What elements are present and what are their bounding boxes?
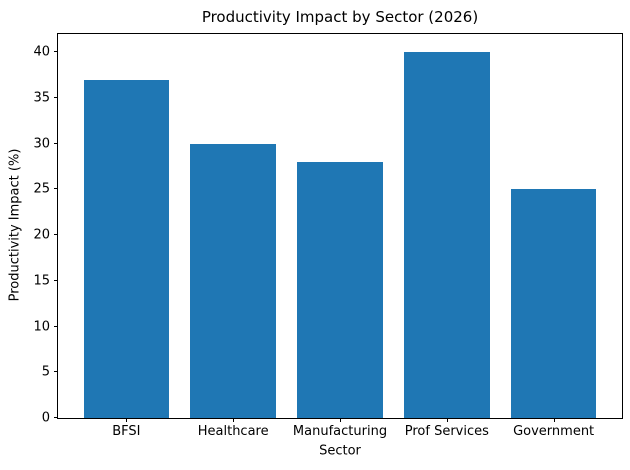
x-tick-mark	[446, 418, 448, 422]
bar-manufacturing	[297, 162, 383, 418]
x-tick-label: Healthcare	[197, 424, 269, 439]
y-tick-label: 20	[33, 227, 50, 243]
y-tick-label: 10	[33, 319, 50, 335]
bar-bfsi	[83, 79, 170, 418]
y-tick-mark	[54, 371, 58, 373]
y-tick-mark	[54, 188, 58, 190]
x-tick-mark	[553, 418, 555, 422]
x-tick-label: BFSI	[112, 424, 141, 439]
chart-title: Productivity Impact by Sector (2026)	[201, 8, 479, 26]
y-tick-mark	[54, 234, 58, 236]
y-tick-label: 5	[41, 364, 50, 380]
y-tick-mark	[54, 279, 58, 281]
x-tick-label: Government	[513, 424, 595, 439]
x-tick-mark	[126, 418, 128, 422]
y-tick-label: 0	[41, 410, 50, 426]
x-tick-mark	[340, 418, 341, 422]
y-tick-label: 25	[33, 181, 50, 197]
y-tick-label: 30	[33, 136, 50, 152]
y-axis-label: Productivity Impact (%)	[7, 148, 23, 302]
plot-area: BFSI Healthcare Manufacturing Prof Services…	[33, 33, 623, 438]
bar-government	[510, 189, 597, 418]
y-tick-label: 15	[33, 273, 50, 289]
y-tick-mark	[54, 142, 58, 144]
y-tick-mark	[54, 417, 58, 418]
y-tick-mark	[54, 97, 58, 98]
x-tick-label: Prof Services	[404, 424, 489, 439]
bar-prof-services	[404, 52, 490, 418]
x-tick-label: Manufacturing	[292, 424, 388, 439]
y-tick-mark	[54, 51, 58, 53]
x-tick-mark	[233, 418, 235, 422]
y-tick-label: 40	[33, 44, 50, 60]
x-axis-label: Sector	[319, 443, 361, 459]
y-tick-label: 35	[33, 90, 50, 106]
y-tick-mark	[54, 325, 58, 327]
bar-healthcare	[190, 143, 276, 418]
